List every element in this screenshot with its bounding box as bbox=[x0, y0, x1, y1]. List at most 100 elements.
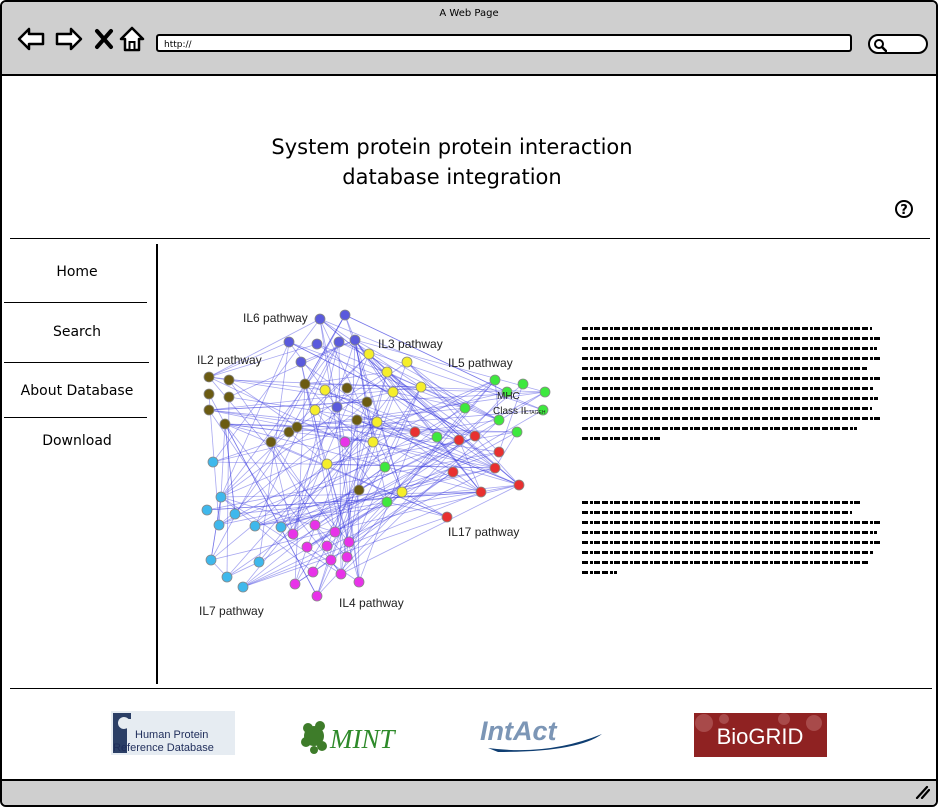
network-node-il6 bbox=[295, 356, 307, 368]
network-edge bbox=[354, 339, 403, 493]
network-node-il3 bbox=[309, 404, 321, 416]
network-edge bbox=[208, 318, 321, 378]
search-icon bbox=[874, 39, 887, 52]
network-node-il5 bbox=[489, 374, 501, 386]
sidebar-item-about-database[interactable]: About Database bbox=[20, 383, 134, 399]
intact-logo[interactable]: IntAct bbox=[478, 712, 606, 754]
network-edge bbox=[280, 421, 378, 528]
label-il6-pathway: IL6 pathway bbox=[243, 311, 308, 325]
network-node-il17 bbox=[469, 430, 481, 442]
network-edge bbox=[314, 435, 476, 526]
network-node-il7 bbox=[201, 504, 213, 516]
description-paragraph-2 bbox=[582, 496, 882, 581]
network-edge bbox=[208, 376, 350, 543]
network-node-il2 bbox=[283, 426, 295, 438]
network-edge bbox=[306, 409, 544, 548]
network-node-il2 bbox=[353, 484, 365, 496]
network-node-il2 bbox=[203, 371, 215, 383]
network-edge bbox=[386, 501, 448, 518]
network-edge bbox=[306, 431, 518, 548]
network-edge bbox=[326, 463, 350, 543]
mint-logo[interactable]: MINT bbox=[298, 714, 406, 758]
window-title: A Web Page bbox=[439, 8, 499, 19]
network-edge bbox=[344, 314, 508, 393]
network-edge bbox=[356, 419, 496, 469]
network-node-il4 bbox=[309, 519, 321, 531]
network-edge bbox=[280, 451, 500, 528]
network-edge bbox=[386, 371, 482, 493]
network-edge bbox=[212, 441, 272, 463]
hprd-logo[interactable]: Human Protein Reference Database bbox=[111, 711, 235, 755]
network-edge bbox=[228, 379, 336, 533]
network-edge bbox=[296, 391, 546, 428]
network-edge bbox=[336, 406, 360, 583]
help-icon[interactable]: ? bbox=[894, 199, 914, 219]
address-bar[interactable]: http:// bbox=[156, 34, 852, 52]
home-icon[interactable] bbox=[118, 24, 148, 54]
network-edge bbox=[334, 419, 358, 533]
browser-search-field[interactable] bbox=[868, 34, 928, 54]
back-arrow-icon[interactable] bbox=[16, 24, 46, 54]
network-node-il3 bbox=[401, 356, 413, 368]
network-edge bbox=[220, 491, 482, 498]
network-edge bbox=[212, 461, 496, 469]
hprd-logo-line2: Reference Database bbox=[113, 742, 214, 754]
network-node-il6 bbox=[314, 313, 326, 325]
network-edge bbox=[208, 386, 422, 411]
close-icon[interactable] bbox=[90, 24, 120, 54]
sidebar-separator bbox=[4, 362, 149, 363]
network-edge bbox=[300, 361, 336, 533]
label-il5-pathway: IL5 pathway bbox=[448, 356, 513, 370]
footer-divider bbox=[10, 688, 932, 689]
svg-text:?: ? bbox=[900, 203, 908, 218]
network-node-il2 bbox=[203, 404, 215, 416]
network-node-il6 bbox=[349, 334, 361, 346]
network-node-il17 bbox=[493, 446, 505, 458]
network-edge bbox=[210, 484, 520, 561]
network-edge bbox=[326, 391, 394, 547]
network-edge bbox=[210, 314, 346, 561]
network-node-il17 bbox=[489, 462, 501, 474]
network-node-il4 bbox=[329, 526, 341, 538]
network-edge bbox=[208, 376, 368, 403]
network-edge bbox=[358, 361, 408, 491]
sidebar-item-search[interactable]: Search bbox=[52, 324, 102, 340]
network-edge bbox=[258, 435, 476, 563]
network-edge bbox=[354, 339, 500, 421]
network-edge bbox=[300, 361, 348, 558]
network-edge bbox=[254, 489, 360, 527]
network-node-il4 bbox=[335, 568, 347, 580]
network-edge bbox=[346, 379, 496, 558]
label-il2-pathway: IL2 pathway bbox=[197, 353, 262, 367]
network-edge bbox=[220, 379, 496, 498]
biogrid-logo[interactable]: BioGRID bbox=[694, 713, 827, 757]
sidebar-item-home[interactable]: Home bbox=[56, 264, 98, 280]
network-edge bbox=[498, 383, 524, 453]
sidebar-item-download[interactable]: Download bbox=[42, 433, 112, 449]
network-edge bbox=[226, 466, 386, 578]
network-edge bbox=[319, 318, 520, 486]
network-edge bbox=[254, 491, 482, 527]
network-node-il4 bbox=[325, 554, 337, 566]
network-edge bbox=[326, 383, 524, 547]
network-node-il7 bbox=[249, 520, 261, 532]
network-node-il5 bbox=[539, 386, 551, 398]
forward-arrow-icon[interactable] bbox=[54, 24, 84, 54]
network-node-il7 bbox=[237, 581, 249, 593]
network-edge bbox=[386, 371, 476, 437]
resize-grip-icon[interactable] bbox=[914, 785, 930, 799]
network-edge bbox=[218, 379, 496, 526]
network-edge bbox=[340, 419, 500, 575]
network-edge bbox=[208, 391, 546, 411]
network-edge bbox=[304, 383, 386, 468]
network-node-il4 bbox=[307, 566, 319, 578]
network-edge bbox=[224, 423, 518, 433]
label-il7-pathway: IL7 pathway bbox=[199, 604, 264, 618]
network-edge bbox=[406, 361, 520, 486]
network-edge bbox=[348, 379, 496, 543]
network-edge bbox=[228, 379, 546, 393]
network-node-il7 bbox=[253, 556, 265, 568]
label-il4-pathway: IL4 pathway bbox=[339, 596, 404, 610]
network-edge bbox=[224, 423, 318, 597]
network-edge bbox=[224, 423, 236, 515]
